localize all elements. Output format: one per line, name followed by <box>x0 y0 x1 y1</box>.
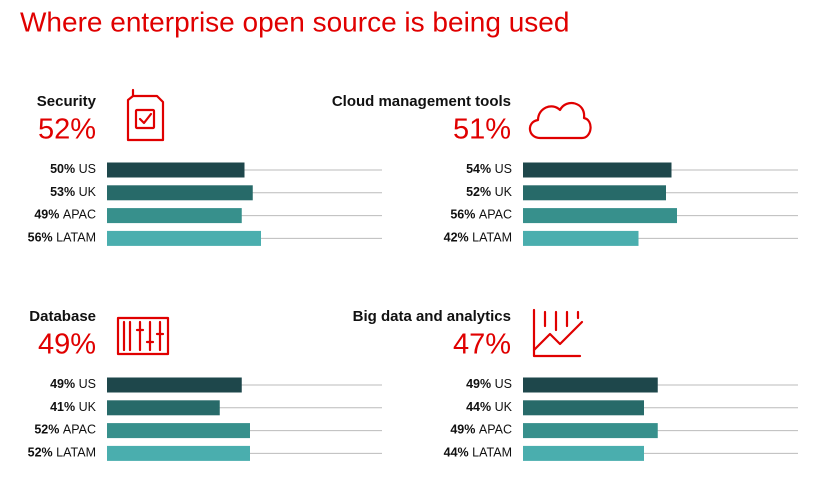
row-label: 56% APAC <box>450 208 512 222</box>
value-label: 49% <box>50 377 75 391</box>
region-label: APAC <box>479 423 512 437</box>
row-label: 44% LATAM <box>444 446 512 460</box>
region-label: US <box>79 377 96 391</box>
panel-title: Security <box>37 93 97 110</box>
value-label: 44% <box>444 446 469 460</box>
region-label: US <box>495 162 512 176</box>
bar <box>523 208 677 224</box>
value-label: 54% <box>466 162 491 176</box>
analytics-icon <box>532 308 584 358</box>
row-label: 50% US <box>50 162 96 176</box>
region-label: LATAM <box>472 231 512 245</box>
value-label: 49% <box>450 423 475 437</box>
row-label: 49% APAC <box>34 208 96 222</box>
bar <box>523 423 658 439</box>
database-icon <box>116 316 170 356</box>
region-label: APAC <box>63 423 96 437</box>
region-label: APAC <box>63 208 96 222</box>
panel-title: Database <box>29 308 96 325</box>
row-label: 42% LATAM <box>444 231 512 245</box>
bar <box>107 162 245 178</box>
region-label: US <box>79 162 96 176</box>
row-label: 52% UK <box>466 185 513 199</box>
bar <box>523 377 658 393</box>
panel-title: Cloud management tools <box>332 93 511 110</box>
region-label: UK <box>495 185 513 199</box>
region-label: LATAM <box>56 231 96 245</box>
value-label: 44% <box>466 400 491 414</box>
value-label: 52% <box>466 185 491 199</box>
row-label: 49% APAC <box>450 423 512 437</box>
cloud-icon <box>528 101 592 140</box>
row-label: 52% LATAM <box>28 446 96 460</box>
bar <box>107 230 261 246</box>
row-label: 41% UK <box>50 400 97 414</box>
value-label: 49% <box>466 377 491 391</box>
panel-total: 47% <box>453 329 511 361</box>
page-title: Where enterprise open source is being us… <box>20 6 569 37</box>
value-label: 49% <box>34 208 59 222</box>
value-label: 50% <box>50 162 75 176</box>
row-label: 54% US <box>466 162 512 176</box>
region-label: US <box>495 377 512 391</box>
bar <box>107 400 220 416</box>
bar <box>523 400 644 416</box>
row-label: 44% UK <box>466 400 513 414</box>
panel-total: 51% <box>453 114 511 146</box>
value-label: 42% <box>444 231 469 245</box>
row-label: 49% US <box>50 377 96 391</box>
bar <box>523 162 672 178</box>
bar <box>523 230 639 246</box>
bar <box>107 445 250 461</box>
value-label: 41% <box>50 400 75 414</box>
bar <box>107 185 253 201</box>
bar <box>107 208 242 224</box>
row-label: 56% LATAM <box>28 231 96 245</box>
value-label: 53% <box>50 185 75 199</box>
value-label: 56% <box>450 208 475 222</box>
panel-total: 49% <box>38 329 96 361</box>
value-label: 52% <box>34 423 59 437</box>
panel-total: 52% <box>38 114 96 146</box>
bar <box>107 423 250 439</box>
row-label: 52% APAC <box>34 423 96 437</box>
region-label: UK <box>79 185 97 199</box>
bar <box>107 377 242 393</box>
bar <box>523 445 644 461</box>
region-label: LATAM <box>472 446 512 460</box>
region-label: UK <box>495 400 513 414</box>
bar <box>523 185 666 201</box>
value-label: 52% <box>28 446 53 460</box>
value-label: 56% <box>28 231 53 245</box>
row-label: 53% UK <box>50 185 97 199</box>
security-icon <box>126 88 165 142</box>
region-label: APAC <box>479 208 512 222</box>
row-label: 49% US <box>466 377 512 391</box>
region-label: LATAM <box>56 446 96 460</box>
panel-title: Big data and analytics <box>353 308 511 325</box>
region-label: UK <box>79 400 97 414</box>
